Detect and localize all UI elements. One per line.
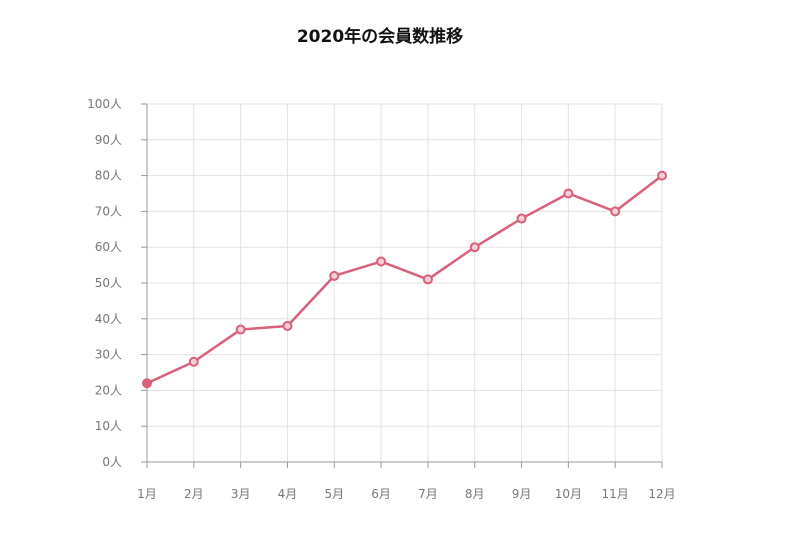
x-tick-label: 3月 [231,487,251,501]
x-tick-label: 5月 [324,487,344,501]
data-point-11月 [610,206,621,217]
y-tick-label: 20人 [95,383,122,397]
data-point-4月 [282,320,293,331]
y-tick-label: 50人 [95,276,122,290]
data-point-1月 [142,378,152,389]
data-point-8月 [469,242,480,253]
data-point-3月 [235,324,246,335]
y-tick-label: 90人 [95,133,122,147]
axes [141,103,663,468]
y-tick-label: 60人 [95,240,122,254]
y-axis-tick-labels: 0人 10人 20人 30人 40人 50人 60人 70人 80人 90人 100人 [87,97,122,469]
data-point-10月 [563,188,574,199]
data-point-9月 [516,213,527,224]
x-tick-label: 2月 [184,487,204,501]
data-point-7月 [422,274,433,285]
y-tick-label: 30人 [95,348,122,362]
x-tick-label: 1月 [137,487,157,501]
x-tick-label: 12月 [648,487,675,501]
data-point-2月 [188,356,199,367]
x-tick-label: 9月 [512,487,532,501]
y-tick-label: 80人 [95,169,122,183]
data-point-5月 [329,270,340,281]
y-tick-label: 100人 [87,97,122,111]
chart-title: 2020年の会員数推移 [296,27,464,47]
y-tick-label: 40人 [95,312,122,326]
y-tick-label: 10人 [95,419,122,433]
series-line [146,174,663,385]
x-tick-label: 7月 [418,487,438,501]
x-axis-tick-labels: 1月 2月 3月 4月 5月 6月 7月 8月 9月 10月 11月 12月 [137,487,675,501]
x-tick-label: 8月 [465,487,485,501]
x-tick-label: 6月 [371,487,391,501]
data-point-6月 [376,256,387,267]
x-tick-label: 4月 [278,487,298,501]
x-tick-label: 10月 [555,487,582,501]
y-tick-label: 70人 [95,204,122,218]
data-points [142,170,667,389]
y-tick-label: 0人 [102,455,122,469]
grid-lines [147,103,663,462]
x-tick-label: 11月 [602,487,629,501]
data-point-12月 [657,170,667,181]
series-line-path [146,174,663,385]
